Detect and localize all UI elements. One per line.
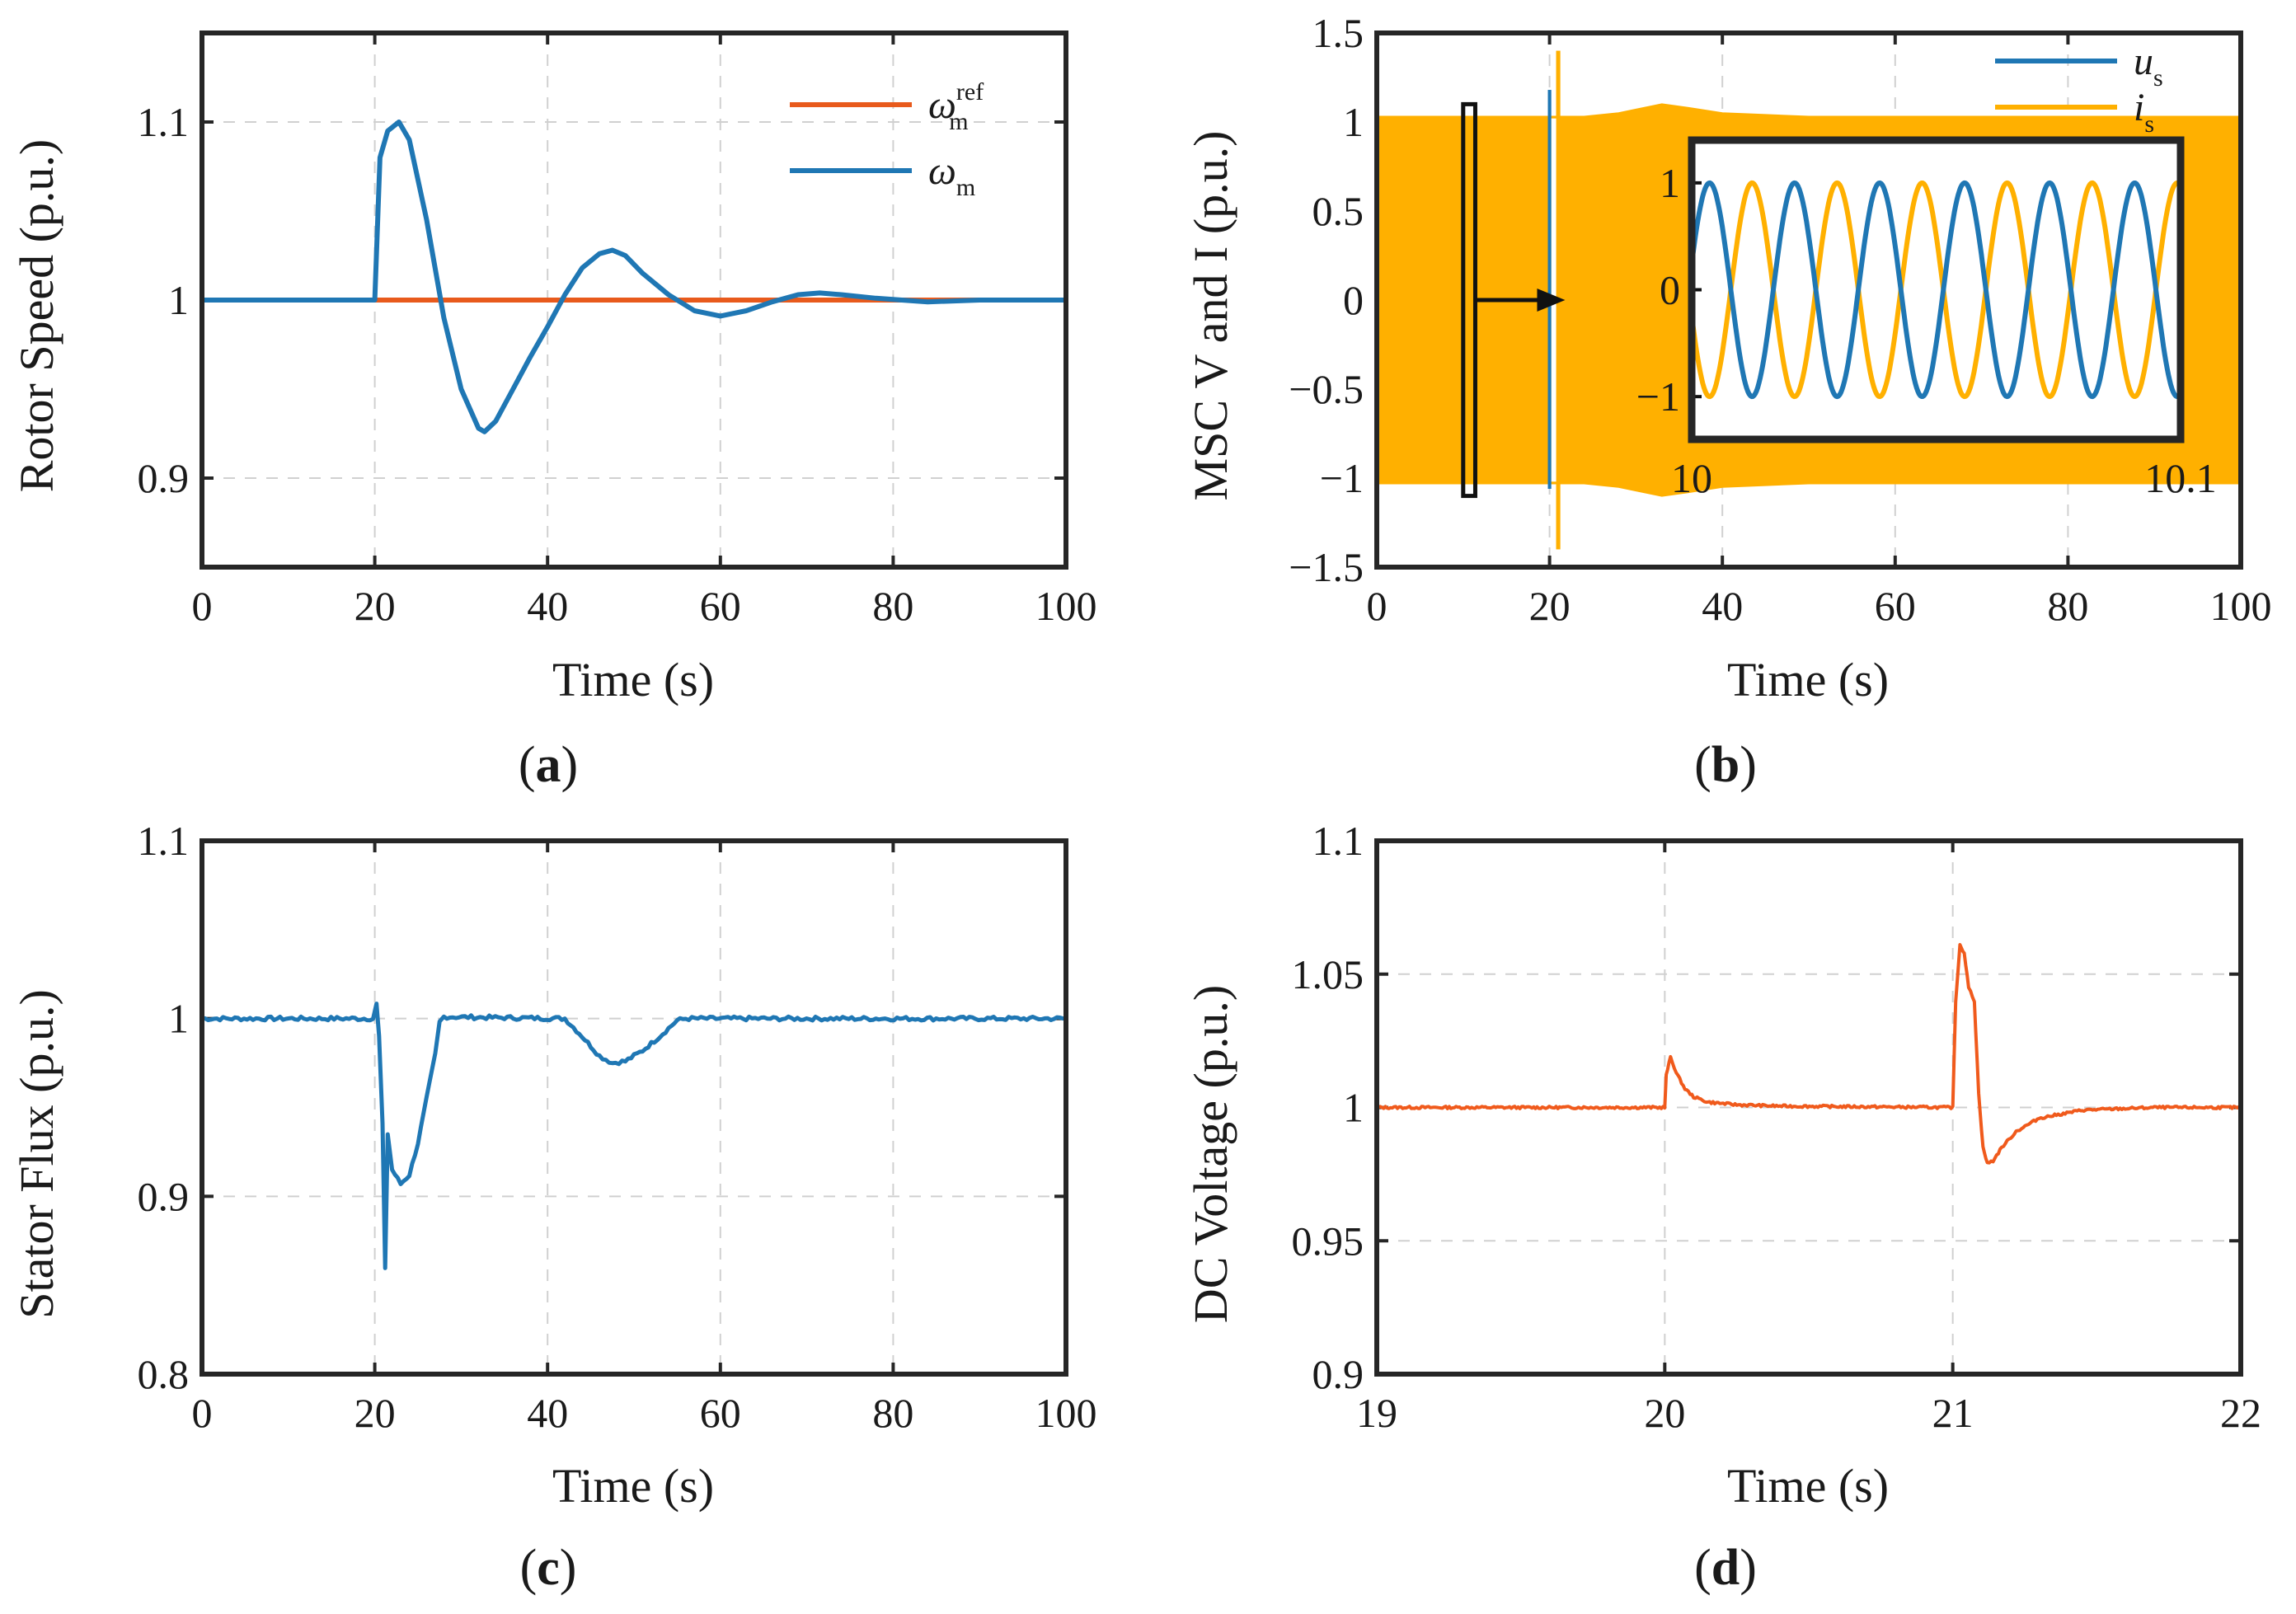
panel-a-ytick-label: 1 — [168, 277, 189, 323]
panel-c-xtick-label: 0 — [192, 1390, 213, 1436]
panel-c-frame — [200, 838, 1068, 1377]
panel-a-xtick-label: 60 — [700, 583, 741, 629]
inset-frame — [1688, 136, 2185, 443]
panel-a-xtick-label: 40 — [527, 583, 568, 629]
panel-b-plot: 0 20 40 60 80 100 −1.5 −1 −0.5 0 0.5 1 1.5 −1 0 1 10 10.1… — [1289, 10, 2271, 629]
panel-a-ytick-label: 1.1 — [138, 99, 190, 145]
panel-b-ytick-label: 0.5 — [1312, 188, 1364, 234]
panel-c-ytick-label: 1.1 — [138, 818, 190, 864]
inset-ytick-label: −1 — [1636, 373, 1680, 420]
zoom-arrow-head — [1537, 289, 1566, 312]
panel-d-xtick-label: 20 — [1644, 1390, 1685, 1436]
series-omega-m-line — [200, 120, 1068, 434]
panel-c-plot: 0 20 40 60 80 100 0.8 0.9 1 1.1 — [138, 818, 1097, 1436]
inset-xtick-label: 10 — [1671, 455, 1712, 501]
inset-ytick-label: 1 — [1660, 160, 1680, 206]
panel-a-xtick-label: 80 — [872, 583, 913, 629]
panel-d-ylabel: DC Voltage (p.u.) — [1184, 985, 1237, 1323]
panel-b-xtick-label: 100 — [2210, 583, 2272, 629]
panel-a-label: (a) — [519, 737, 578, 793]
panel-c-ytick-label: 1 — [168, 996, 189, 1042]
panel-d-ytick-label: 0.95 — [1292, 1218, 1364, 1264]
panel-b-ytick-label: 1.5 — [1312, 10, 1364, 56]
panel-b: MSC V and I (p.u.) Time (s) (b) 0 20 40 60 8… — [1184, 10, 2272, 793]
panel-a-xtick-label: 20 — [354, 583, 396, 629]
panel-d-xtick-label: 22 — [2220, 1390, 2261, 1436]
inset-us-wave — [1689, 180, 2183, 400]
panel-b-legend-label: is — [2134, 86, 2154, 138]
panel-b-xtick-label: 60 — [1875, 583, 1916, 629]
panel-c-xtick-label: 20 — [354, 1390, 396, 1436]
panel-a-frame — [200, 30, 1068, 570]
panel-c-xtick-label: 100 — [1035, 1390, 1097, 1436]
panel-d-ytick-label: 1.05 — [1292, 951, 1364, 997]
panel-c: Stator Flux (p.u.) Time (s) (c) 0 20 40 60 8… — [10, 818, 1097, 1596]
panel-b-xlabel: Time (s) — [1727, 653, 1889, 706]
panel-a-ytick-label: 0.9 — [138, 455, 190, 501]
panel-c-xtick-label: 40 — [527, 1390, 568, 1436]
panel-d-ytick-label: 0.9 — [1312, 1351, 1364, 1397]
panel-a-plot: 0 20 40 60 80 100 0.9 1 1.1 ωref m ωm — [138, 30, 1097, 629]
panel-a-ylabel: Rotor Speed (p.u.) — [10, 139, 63, 493]
panel-c-ylabel: Stator Flux (p.u.) — [10, 989, 63, 1319]
panel-d-ytick-label: 1.1 — [1312, 818, 1364, 864]
panel-b-frame — [1374, 30, 2243, 570]
panel-d-plot: 19 20 21 22 0.9 0.95 1 1.05 1.1 — [1292, 818, 2262, 1436]
panel-b-xtick-label: 40 — [1702, 583, 1743, 629]
panel-a-xtick-label: 100 — [1035, 583, 1097, 629]
panel-b-ytick-label: −1.5 — [1289, 544, 1364, 590]
panel-c-label: (c) — [520, 1540, 577, 1596]
panel-a-legend-label: ωm — [928, 149, 975, 201]
series-stator-flux-line — [200, 1002, 1068, 1270]
panel-a: Rotor Speed (p.u.) Time (s) (a) 0 20 40 60 8… — [10, 30, 1097, 793]
panel-b-ytick-label: 1 — [1343, 99, 1364, 145]
panel-b-label: (b) — [1694, 737, 1757, 793]
panel-c-ytick-label: 0.9 — [138, 1173, 190, 1219]
panel-a-xtick-label: 0 — [192, 583, 213, 629]
inset-ytick-label: 0 — [1660, 267, 1680, 313]
panel-a-xlabel: Time (s) — [552, 653, 714, 706]
panel-b-ytick-label: 0 — [1343, 277, 1364, 323]
panel-d-xlabel: Time (s) — [1727, 1459, 1889, 1513]
panel-d-xtick-label: 21 — [1932, 1390, 1974, 1436]
panel-b-legend-label: us — [2134, 40, 2163, 91]
panel-d-xtick-label: 19 — [1356, 1390, 1397, 1436]
panel-c-xtick-label: 80 — [872, 1390, 913, 1436]
panel-d-label: (d) — [1694, 1540, 1757, 1596]
panel-d-frame — [1374, 838, 2243, 1377]
panel-c-ytick-label: 0.8 — [138, 1351, 190, 1397]
panel-c-xtick-label: 60 — [700, 1390, 741, 1436]
series-dc-voltage-line — [1375, 943, 2242, 1165]
panel-c-xlabel: Time (s) — [552, 1459, 714, 1513]
panel-a-legend-label: ωref m — [928, 78, 984, 135]
inset-xtick-label: 10.1 — [2144, 455, 2217, 501]
panel-d-ytick-label: 1 — [1343, 1085, 1364, 1131]
panel-b-ytick-label: −0.5 — [1289, 366, 1364, 412]
panel-b-ytick-label: −1 — [1320, 455, 1364, 501]
panel-b-ylabel: MSC V and I (p.u.) — [1184, 131, 1237, 501]
panel-d: DC Voltage (p.u.) Time (s) (d) 19 20 21 22 0… — [1184, 818, 2261, 1596]
panel-b-xtick-label: 80 — [2047, 583, 2088, 629]
panel-b-xtick-label: 0 — [1367, 583, 1387, 629]
panel-b-xtick-label: 20 — [1529, 583, 1571, 629]
inset-background — [1692, 140, 2181, 439]
